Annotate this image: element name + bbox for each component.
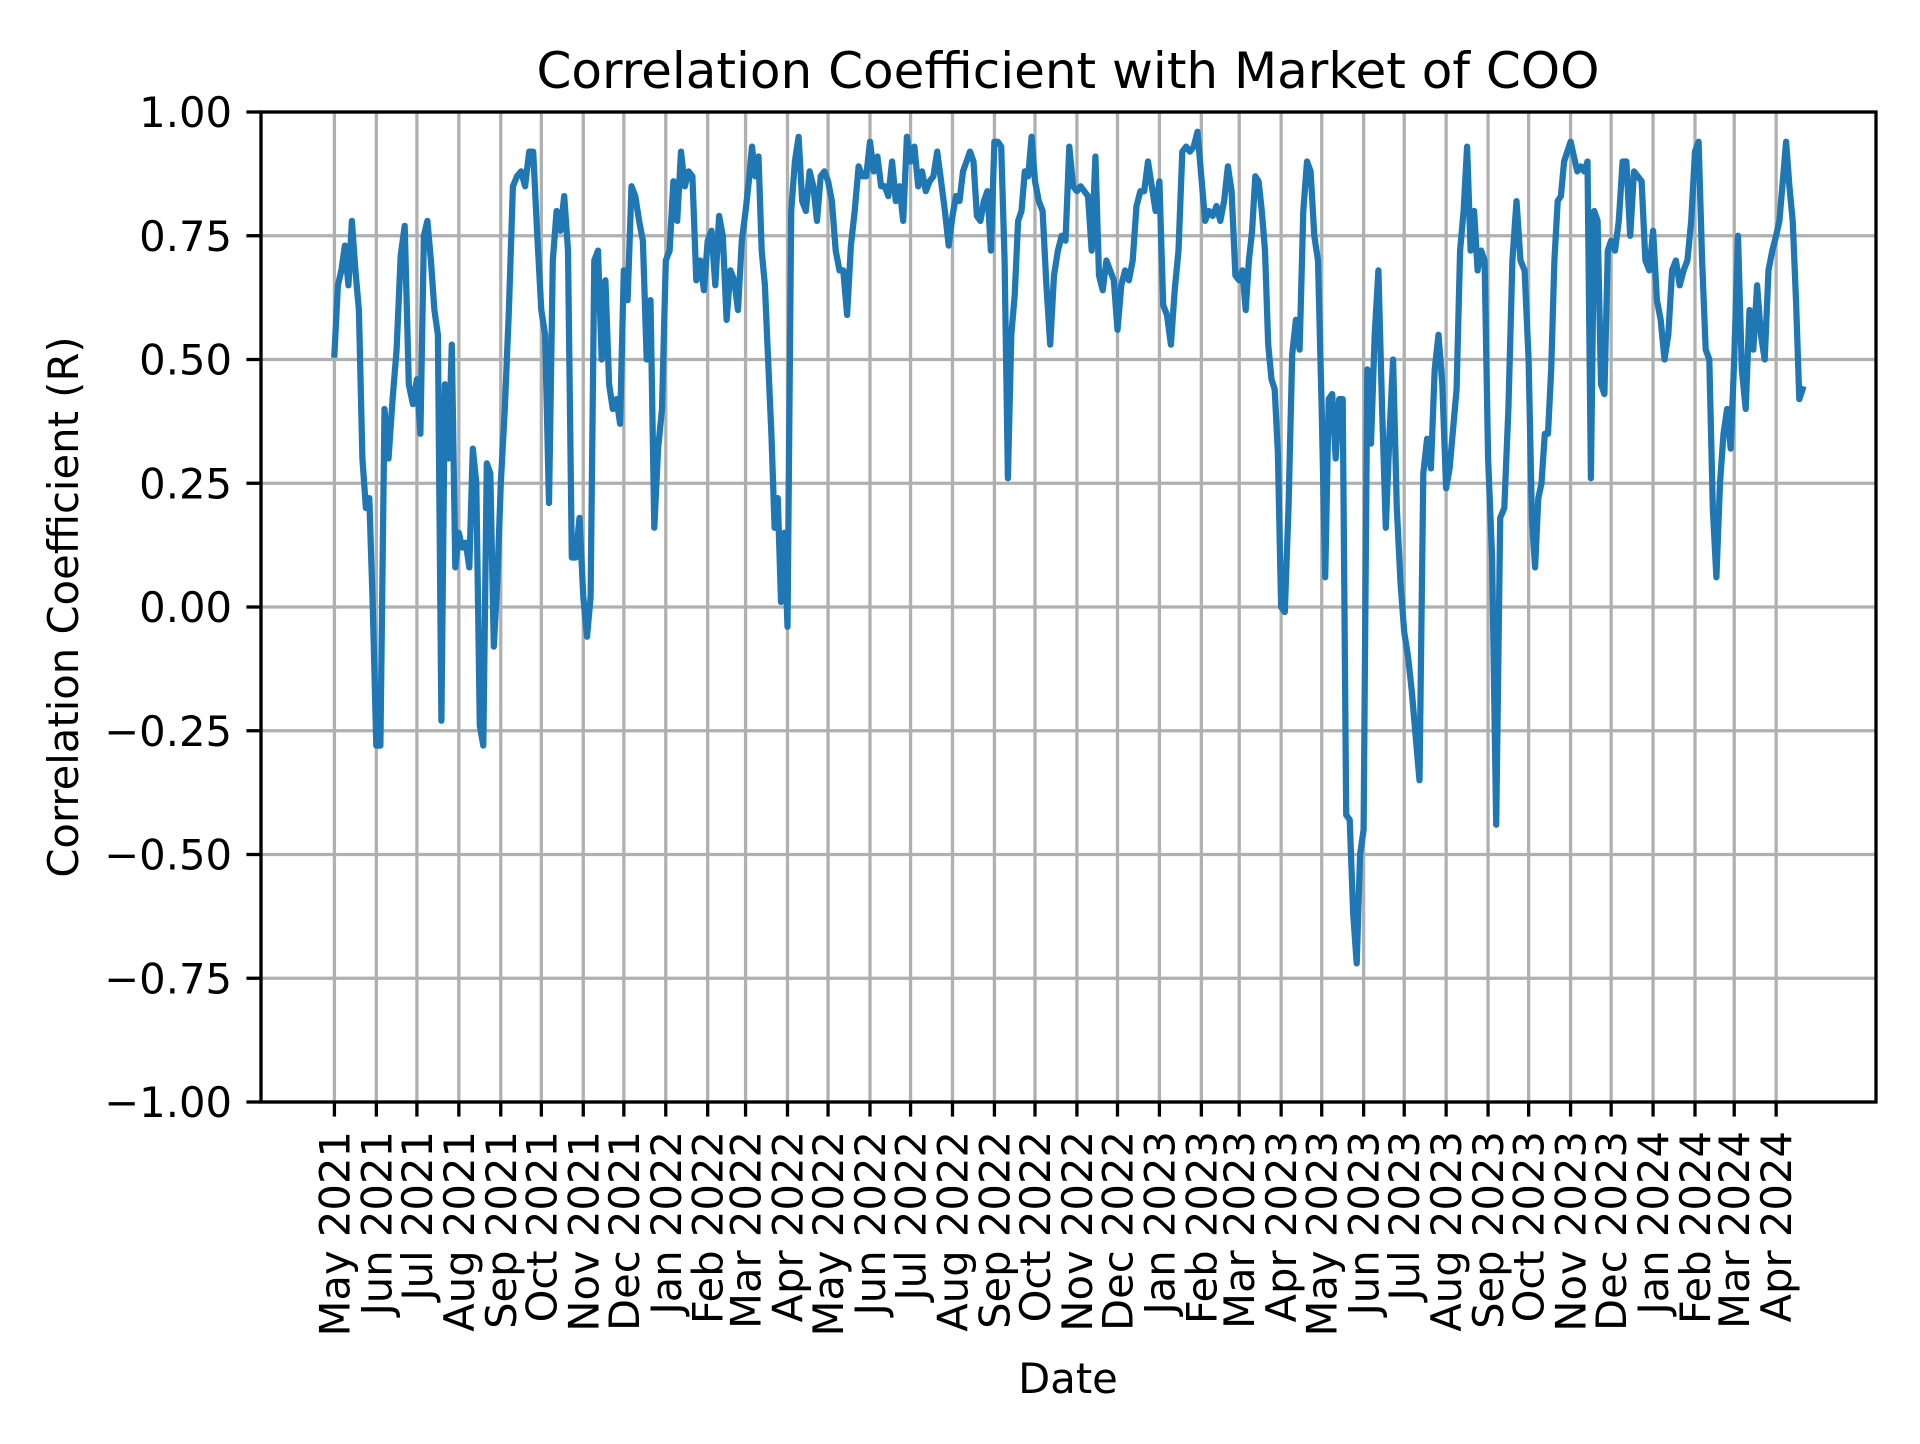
- y-axis-label: Correlation Coefficient (R): [39, 336, 88, 877]
- x-tick-label: Sep 2022: [970, 1131, 1019, 1329]
- y-tick-label: 1.00: [139, 88, 232, 137]
- y-tick-label: 0.25: [139, 459, 232, 508]
- x-tick-label: Nov 2022: [1053, 1131, 1102, 1332]
- x-tick-label: Jan 2024: [1629, 1131, 1678, 1318]
- y-tick-label: −0.75: [104, 954, 232, 1003]
- x-tick-label: May 2023: [1298, 1131, 1347, 1337]
- correlation-series-line: [331, 128, 1807, 967]
- x-tick-label: Oct 2021: [517, 1131, 566, 1322]
- x-tick-label: Aug 2023: [1422, 1131, 1471, 1332]
- x-tick-label: Jun 2022: [846, 1131, 895, 1318]
- x-tick-label: Jan 2022: [642, 1131, 691, 1318]
- x-tick-label: Feb 2023: [1177, 1131, 1226, 1324]
- x-tick-label: Mar 2024: [1710, 1131, 1759, 1329]
- x-axis-label: Date: [1018, 1354, 1118, 1403]
- y-tick-label: −0.25: [104, 707, 232, 756]
- x-tick-label: Sep 2021: [477, 1131, 526, 1329]
- x-tick-label: May 2021: [310, 1131, 359, 1337]
- x-tick-label: Dec 2021: [600, 1131, 649, 1331]
- x-tick-label: Nov 2023: [1547, 1131, 1596, 1332]
- x-tick-label: Oct 2022: [1011, 1131, 1060, 1322]
- x-tick-label: Jan 2023: [1135, 1131, 1184, 1318]
- y-axis-ticks: 1.00 0.75 0.50 0.25 0.00 −0.25 −0.50 −0.75 −1.00: [104, 88, 261, 1127]
- x-tick-label: Mar 2023: [1215, 1131, 1264, 1329]
- x-tick-label: Feb 2024: [1671, 1131, 1720, 1324]
- x-tick-label: Mar 2022: [722, 1131, 771, 1329]
- x-tick-label: Apr 2024: [1752, 1131, 1801, 1322]
- series-line-group: [331, 128, 1807, 967]
- x-tick-label: Jul 2022: [887, 1131, 936, 1304]
- y-tick-label: −1.00: [104, 1078, 232, 1127]
- x-tick-label: Dec 2022: [1093, 1131, 1142, 1331]
- x-tick-label: Aug 2021: [435, 1131, 484, 1332]
- chart-title: Correlation Coefficient with Market of C…: [537, 42, 1600, 100]
- x-tick-label: Jun 2023: [1340, 1131, 1389, 1318]
- y-tick-label: −0.50: [104, 831, 232, 880]
- y-tick-label: 0.75: [139, 212, 232, 261]
- x-tick-label: Apr 2023: [1257, 1131, 1306, 1322]
- x-tick-label: May 2022: [804, 1131, 853, 1337]
- y-tick-label: 0.00: [139, 583, 232, 632]
- y-tick-label: 0.50: [139, 336, 232, 385]
- x-tick-label: Dec 2023: [1587, 1131, 1636, 1331]
- x-tick-label: Jul 2021: [393, 1131, 442, 1304]
- x-tick-label: Apr 2022: [763, 1131, 812, 1322]
- x-tick-label: Oct 2023: [1505, 1131, 1554, 1322]
- x-tick-label: Jul 2023: [1380, 1131, 1429, 1304]
- x-tick-label: Nov 2021: [559, 1131, 608, 1332]
- x-tick-label: Jun 2021: [352, 1131, 401, 1318]
- x-tick-label: Feb 2022: [684, 1131, 733, 1324]
- x-tick-label: Aug 2022: [928, 1131, 977, 1332]
- x-tick-label: Sep 2023: [1464, 1131, 1513, 1329]
